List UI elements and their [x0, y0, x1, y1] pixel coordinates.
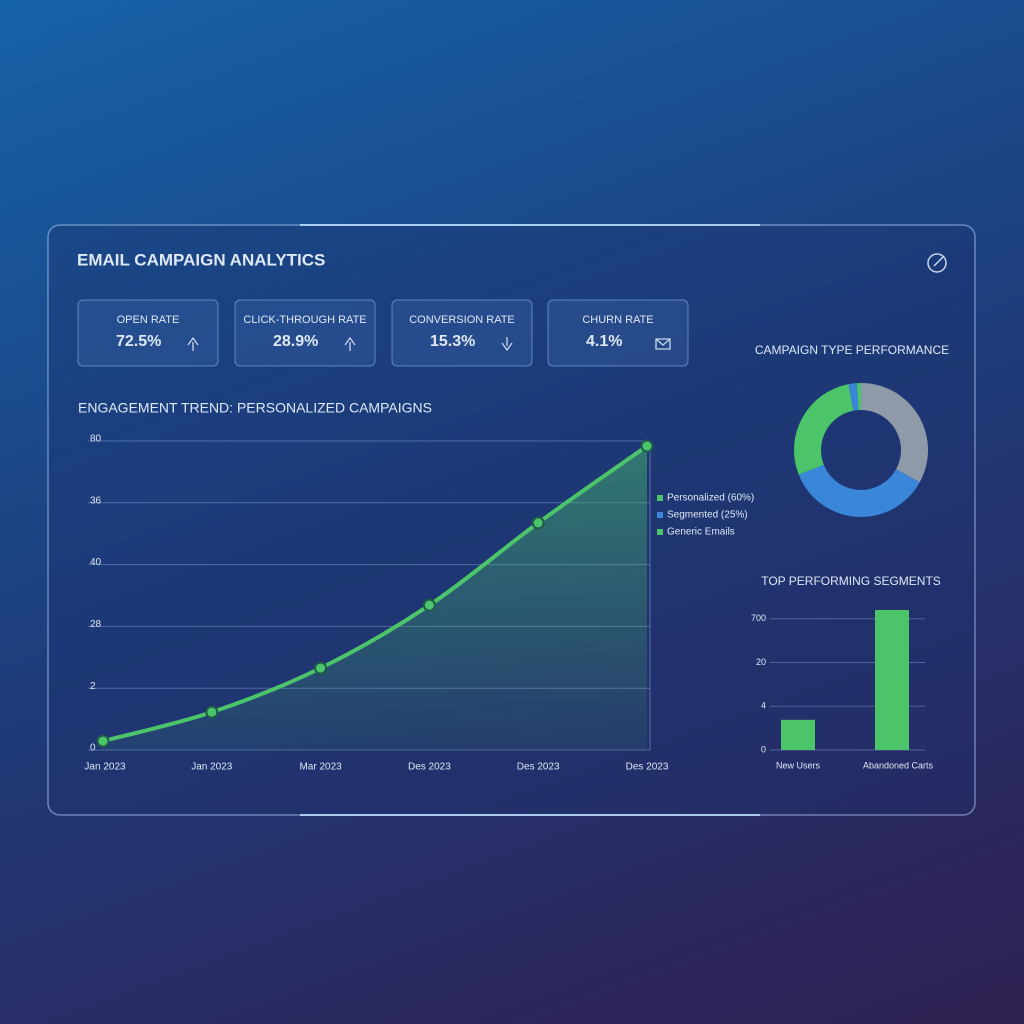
line	[102, 444, 649, 744]
point	[640, 439, 654, 453]
y-tick-label: 28	[90, 619, 102, 630]
x-tick-label: Des 2023	[517, 762, 560, 773]
legend-swatch	[657, 529, 663, 535]
donut-segment	[793, 384, 854, 475]
kpi-card	[391, 299, 533, 367]
kpi-value: 28.9%	[273, 333, 318, 350]
y-tick-label: 2	[90, 681, 96, 692]
y-tick-label: 700	[751, 613, 766, 623]
point	[422, 598, 436, 612]
x-tick-label: Des 2023	[626, 762, 669, 773]
kpi-card	[77, 299, 219, 367]
kpi-card	[547, 299, 689, 367]
donut-segment	[856, 383, 861, 411]
share-button[interactable]	[927, 253, 947, 273]
x-tick-label: Des 2023	[408, 762, 451, 773]
area	[103, 446, 647, 750]
point	[96, 734, 110, 748]
y-tick-label: 0	[761, 744, 766, 754]
x-tick-label: Abandoned Carts	[863, 760, 934, 770]
kpi-value: 4.1%	[586, 333, 622, 350]
y-tick-label: 80	[90, 434, 102, 445]
bar	[875, 610, 909, 750]
kpi-label: CONVERSION RATE	[409, 314, 515, 326]
kpi-value: 15.3%	[430, 333, 475, 350]
trend-down-icon	[501, 337, 513, 352]
mail-icon	[655, 338, 671, 350]
kpi-label: OPEN RATE	[117, 314, 180, 326]
kpi-card	[234, 299, 376, 367]
y-tick-label: 36	[90, 495, 102, 506]
dashboard-title: EMAIL CAMPAIGN ANALYTICS	[77, 250, 325, 269]
legend-label: Segmented (25%)	[667, 510, 748, 521]
trend-up-icon	[187, 336, 199, 351]
point	[531, 516, 545, 530]
y-tick-label: 0	[90, 743, 96, 754]
share-icon[interactable]	[927, 253, 947, 273]
x-tick-label: Jan 2023	[191, 762, 233, 773]
donut-segment	[861, 383, 928, 483]
x-tick-label: Mar 2023	[299, 762, 342, 773]
x-tick-label: Jan 2023	[84, 762, 126, 773]
kpi-value: 72.5%	[116, 333, 161, 350]
donut-segment	[798, 464, 920, 517]
legend-swatch	[657, 512, 663, 518]
chart-title: ENGAGEMENT TREND: PERSONALIZED CAMPAIGNS	[78, 400, 432, 416]
point	[314, 661, 328, 675]
y-tick-label: 20	[756, 657, 766, 667]
kpi-label: CHURN RATE	[582, 314, 653, 326]
trend-up-icon	[344, 336, 356, 351]
chart-title: CAMPAIGN TYPE PERFORMANCE	[755, 343, 949, 357]
donut-segment	[848, 383, 859, 411]
legend-swatch	[657, 495, 663, 501]
point	[205, 705, 219, 719]
y-tick-label: 40	[90, 557, 102, 568]
legend-label: Personalized (60%)	[667, 493, 754, 504]
legend-label: Generic Emails	[667, 527, 735, 538]
chart-title: TOP PERFORMING SEGMENTS	[761, 574, 941, 588]
share-icon[interactable]	[933, 255, 945, 267]
y-tick-label: 4	[761, 701, 766, 711]
kpi-label: CLICK-THROUGH RATE	[243, 314, 366, 326]
bar	[781, 719, 815, 750]
x-tick-label: New Users	[776, 760, 821, 770]
